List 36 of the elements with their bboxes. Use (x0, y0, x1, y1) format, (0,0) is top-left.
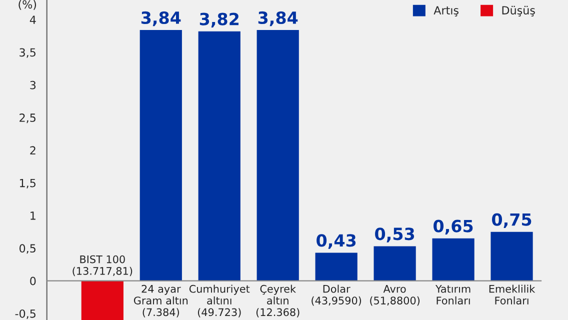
y-tick-label: -0,5 (15, 309, 36, 319)
y-tick-label: 2,5 (20, 114, 36, 124)
x-tick-label: Cumhuriyet altını (49.723) (189, 284, 250, 318)
y-axis-title: (%) (18, 0, 36, 10)
data-label: 0,43 (316, 234, 356, 249)
data-label: 3,84 (258, 11, 298, 26)
x-tick-label: Çeyrek altın (12.368) (256, 284, 300, 318)
y-tick-label: 3,5 (20, 48, 36, 58)
legend-label: Artış (434, 6, 458, 16)
data-label: 3,84 (141, 11, 181, 26)
bar (140, 30, 182, 281)
x-tick-label: 24 ayar Gram altın (7.384) (134, 284, 188, 318)
y-tick-label: 1 (30, 212, 36, 220)
bar (198, 31, 240, 281)
bar (374, 246, 416, 281)
x-tick-label: BIST 100 (13.717,81) (72, 255, 132, 276)
bar (81, 280, 124, 320)
y-tick-label: 0,5 (20, 244, 36, 254)
data-label: 0,75 (492, 213, 532, 228)
x-tick-label: Avro (51,8800) (370, 285, 420, 306)
y-tick-label: 1,5 (20, 178, 36, 188)
bar (256, 30, 299, 281)
bar (490, 232, 533, 281)
x-tick-label: Yatırım Fonları (435, 285, 470, 304)
x-tick-label: Emeklilik Fonları (489, 284, 536, 304)
data-label: 3,82 (200, 12, 238, 28)
y-tick-label: 3 (30, 80, 36, 90)
legend-label: Düşüş (502, 6, 535, 16)
x-tick-label: Dolar (43,9590) (312, 284, 362, 306)
bar (315, 252, 358, 281)
y-tick-label: 4 (30, 16, 36, 24)
y-tick-label: 2 (30, 146, 36, 154)
bar (432, 238, 474, 281)
y-tick-label: 0 (30, 276, 36, 286)
data-label: 0,53 (375, 228, 414, 242)
data-label: 0,65 (434, 220, 473, 234)
